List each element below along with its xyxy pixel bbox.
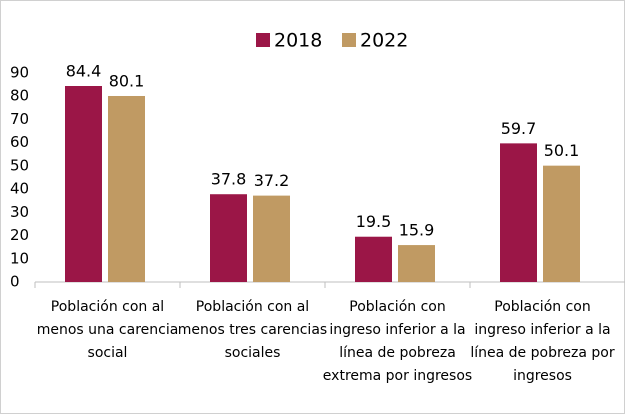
bar <box>210 194 247 282</box>
y-tick-label: 30 <box>10 203 29 221</box>
value-label: 80.1 <box>109 71 145 90</box>
y-tick-label: 10 <box>10 249 29 267</box>
value-label: 59.7 <box>501 119 537 138</box>
bar <box>253 195 290 282</box>
legend-swatch <box>256 33 270 47</box>
x-tick-label: Población con ingreso inferior a la líne… <box>470 299 615 384</box>
bar <box>108 95 145 283</box>
value-label: 15.9 <box>399 221 435 240</box>
y-tick-label: 60 <box>10 133 29 151</box>
value-label: 19.5 <box>356 212 392 231</box>
y-tick-label: 70 <box>10 110 29 128</box>
legend-swatch <box>342 33 356 47</box>
bar <box>355 236 392 282</box>
value-label: 37.2 <box>254 171 290 190</box>
y-tick-label: 90 <box>10 64 29 82</box>
x-tick-label: Población con al menos tres carencias so… <box>177 299 328 361</box>
bar <box>398 245 435 282</box>
y-tick-label: 50 <box>10 156 29 174</box>
bar <box>65 86 102 282</box>
value-label: 84.4 <box>66 62 102 81</box>
y-tick-label: 0 <box>10 273 20 291</box>
y-tick-label: 20 <box>10 226 29 244</box>
legend-label: 2018 <box>274 30 322 52</box>
bar <box>543 165 580 282</box>
bar <box>500 143 537 282</box>
legend-label: 2022 <box>360 30 408 52</box>
value-label: 50.1 <box>544 141 580 160</box>
x-tick-label: Población con al menos una carencia soci… <box>36 299 179 361</box>
x-tick-label: Población con ingreso inferior a la líne… <box>322 299 473 384</box>
y-tick-label: 40 <box>10 180 29 198</box>
y-tick-label: 80 <box>10 87 29 105</box>
value-label: 37.8 <box>211 170 247 189</box>
